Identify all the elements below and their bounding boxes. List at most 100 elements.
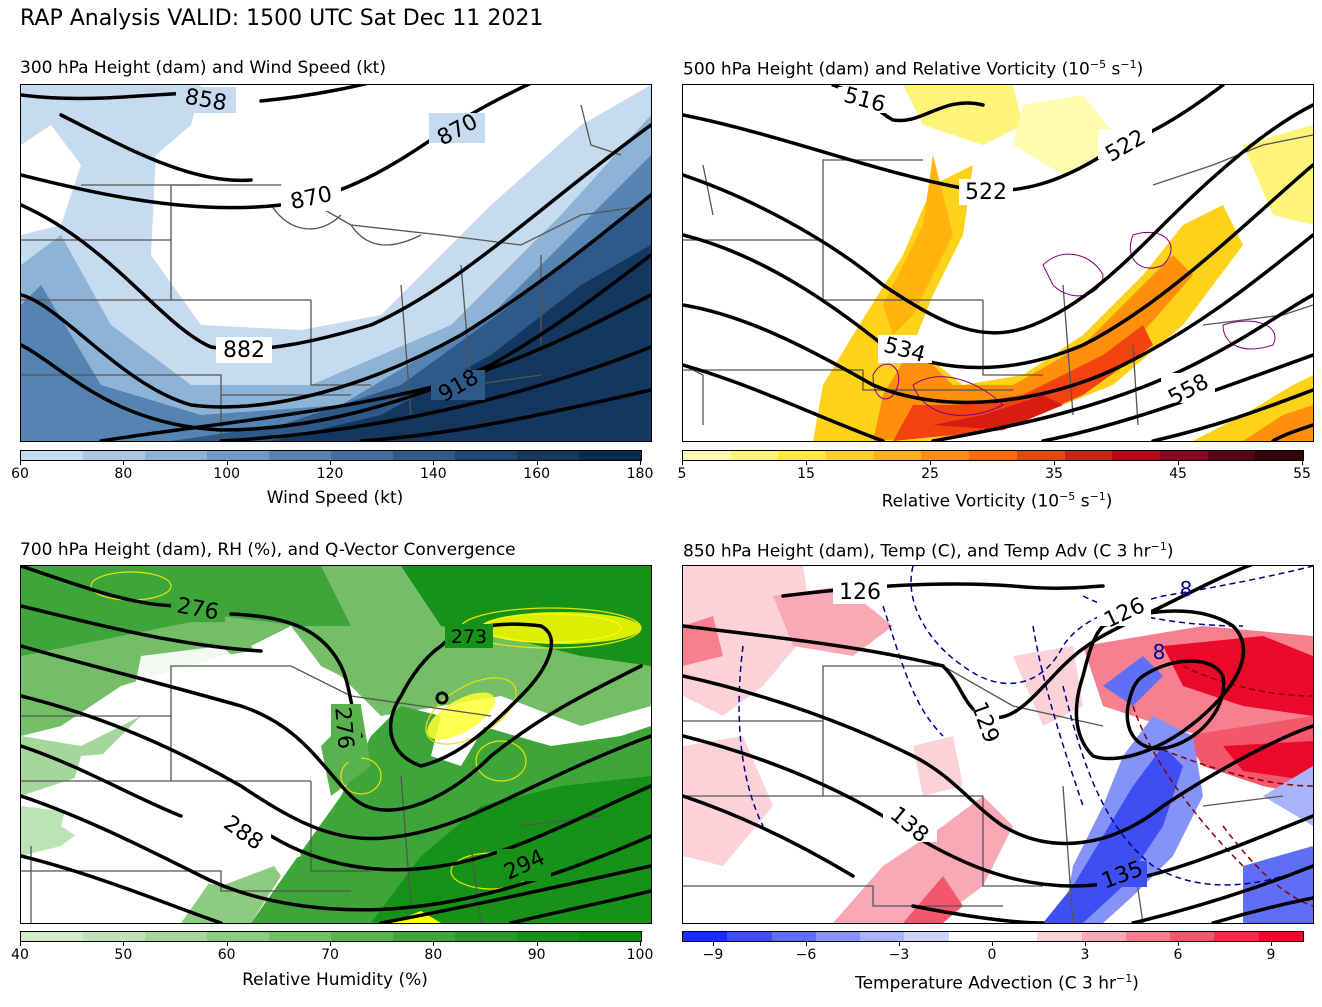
panel-500-title-mid: s: [1106, 59, 1121, 80]
colorbar-tick-label: 100: [626, 947, 654, 963]
colorbar-tick-mark: [536, 461, 538, 465]
colorbar-tick-mark: [806, 461, 807, 465]
colorbar-segment: [1214, 932, 1259, 941]
panel-850-title-sup: −1: [1150, 540, 1167, 553]
colorbar-tick-label: 100: [213, 466, 241, 482]
colorbar-tick-mark: [330, 461, 331, 465]
panel-850-title-end: ): [1166, 541, 1174, 562]
colorbar-segment: [83, 451, 145, 460]
colorbar-segment: [145, 451, 207, 460]
colorbar-tick-label: 55: [1293, 466, 1311, 482]
colorbar-segment: [778, 451, 827, 460]
colorbar-segment: [1207, 451, 1256, 460]
colorbar-segment: [455, 932, 517, 941]
colorbar-tick-label: 60: [217, 947, 236, 963]
colorbar-tick-mark: [1085, 942, 1086, 946]
colorbar-tick-label: 6: [1173, 947, 1183, 963]
colorbar-tick-label: −3: [888, 947, 910, 963]
colorbar-tick-label: −9: [702, 947, 724, 963]
colorbar-segment: [771, 932, 816, 941]
colorbar-segment: [207, 932, 269, 941]
colorbar-tick-mark: [899, 942, 900, 946]
colorbar-segment: [331, 932, 393, 941]
colorbar-tick-mark: [640, 461, 641, 465]
colorbar-segment: [579, 451, 641, 460]
colorbar-segment: [269, 932, 331, 941]
temp-contour-label: 8: [1153, 640, 1166, 664]
colorbar-segment: [1255, 451, 1303, 460]
colorbar-segment: [1037, 932, 1082, 941]
colorbar-segment: [1170, 932, 1215, 941]
colorbar-tick-label: 40: [11, 947, 29, 963]
colorbar-tick-mark: [226, 461, 228, 465]
colorbar-temp-advection-label: Temperature Advection (C 3 hr−1): [855, 972, 1139, 994]
colorbar-segment: [992, 932, 1038, 941]
colorbar-tick-mark: [930, 461, 931, 465]
colorbar-tick-label: 140: [419, 466, 447, 482]
colorbar-segment: [1125, 932, 1171, 941]
colorbar-tick-mark: [640, 942, 641, 946]
colorbar-segment: [727, 932, 772, 941]
panel-850-title: 850 hPa Height (dam), Temp (C), and Temp…: [683, 540, 1173, 562]
colorbar-vorticity: [682, 450, 1304, 461]
colorbar-segment: [921, 451, 970, 460]
colorbar-temp-advection-label-end: ): [1132, 973, 1139, 994]
colorbar-vorticity-label-sup2: −1: [1089, 490, 1106, 503]
colorbar-tick-mark: [806, 942, 807, 946]
colorbar-segment: [21, 932, 83, 941]
colorbar-segment: [1258, 932, 1303, 941]
colorbar-segment: [873, 451, 922, 460]
panel-700-title: 700 hPa Height (dam), RH (%), and Q-Vect…: [20, 540, 516, 560]
panel-500-title-end: ): [1136, 59, 1144, 80]
panel-500-map: 516 522 522 534 558: [682, 84, 1314, 442]
colorbar-tick-label: 0: [987, 947, 997, 963]
panel-500-title-main: 500 hPa Height (dam) and Relative Vortic…: [683, 59, 1090, 80]
colorbar-vorticity-label: Relative Vorticity (10−5 s−1): [882, 490, 1113, 512]
colorbar-tick-mark: [123, 942, 125, 946]
colorbar-tick-mark: [330, 942, 331, 946]
colorbar-segment: [579, 932, 641, 941]
colorbar-tick-label: 3: [1080, 947, 1090, 963]
colorbar-tick-mark: [536, 942, 538, 946]
contour-label: 126: [839, 580, 881, 605]
colorbar-tick-mark: [682, 461, 683, 465]
colorbar-segment: [1016, 451, 1065, 460]
main-title: RAP Analysis VALID: 1500 UTC Sat Dec 11 …: [20, 6, 544, 31]
colorbar-relative-humidity: [20, 931, 642, 942]
colorbar-tick-mark: [1302, 461, 1303, 465]
panel-850-title-main: 850 hPa Height (dam), Temp (C), and Temp…: [683, 541, 1151, 562]
panel-500-title: 500 hPa Height (dam) and Relative Vortic…: [683, 58, 1143, 80]
colorbar-tick-mark: [123, 461, 125, 465]
colorbar-segment: [904, 932, 949, 941]
colorbar-segment: [393, 451, 455, 460]
colorbar-tick-label: −6: [795, 947, 817, 963]
colorbar-temp-advection: [682, 931, 1304, 942]
contour-label: 882: [223, 338, 265, 363]
colorbar-tick-mark: [1178, 461, 1179, 465]
colorbar-tick-mark: [1271, 942, 1272, 946]
colorbar-segment: [1081, 932, 1126, 941]
panel-850-map: 126 126 129 138 135 8 8: [682, 565, 1314, 924]
colorbar-wind-speed: [20, 450, 642, 461]
colorbar-tick-label: 90: [527, 947, 546, 963]
colorbar-tick-mark: [713, 942, 714, 946]
colorbar-tick-mark: [1178, 942, 1179, 946]
colorbar-tick-label: 70: [321, 947, 339, 963]
colorbar-vorticity-label-sup: −5: [1059, 490, 1076, 503]
colorbar-tick-label: 35: [1045, 466, 1063, 482]
colorbar-temp-advection-label-sup: −1: [1116, 972, 1133, 985]
colorbar-temp-advection-label-main: Temperature Advection (C 3 hr: [855, 973, 1117, 994]
panel-500-title-sup: −5: [1089, 58, 1107, 71]
colorbar-tick-label: 5: [677, 466, 687, 482]
colorbar-tick-label: 80: [114, 466, 133, 482]
colorbar-tick-mark: [20, 461, 21, 465]
colorbar-tick-label: 120: [316, 466, 344, 482]
colorbar-tick-mark: [226, 942, 228, 946]
panel-300-map: 858 870 870 882 918: [20, 84, 652, 442]
colorbar-segment: [1064, 451, 1113, 460]
colorbar-segment: [83, 932, 145, 941]
colorbar-tick-label: 25: [921, 466, 939, 482]
contour-label: 276: [329, 706, 358, 750]
contour-label: 522: [965, 180, 1007, 205]
colorbar-vorticity-label-end: ): [1105, 491, 1113, 512]
